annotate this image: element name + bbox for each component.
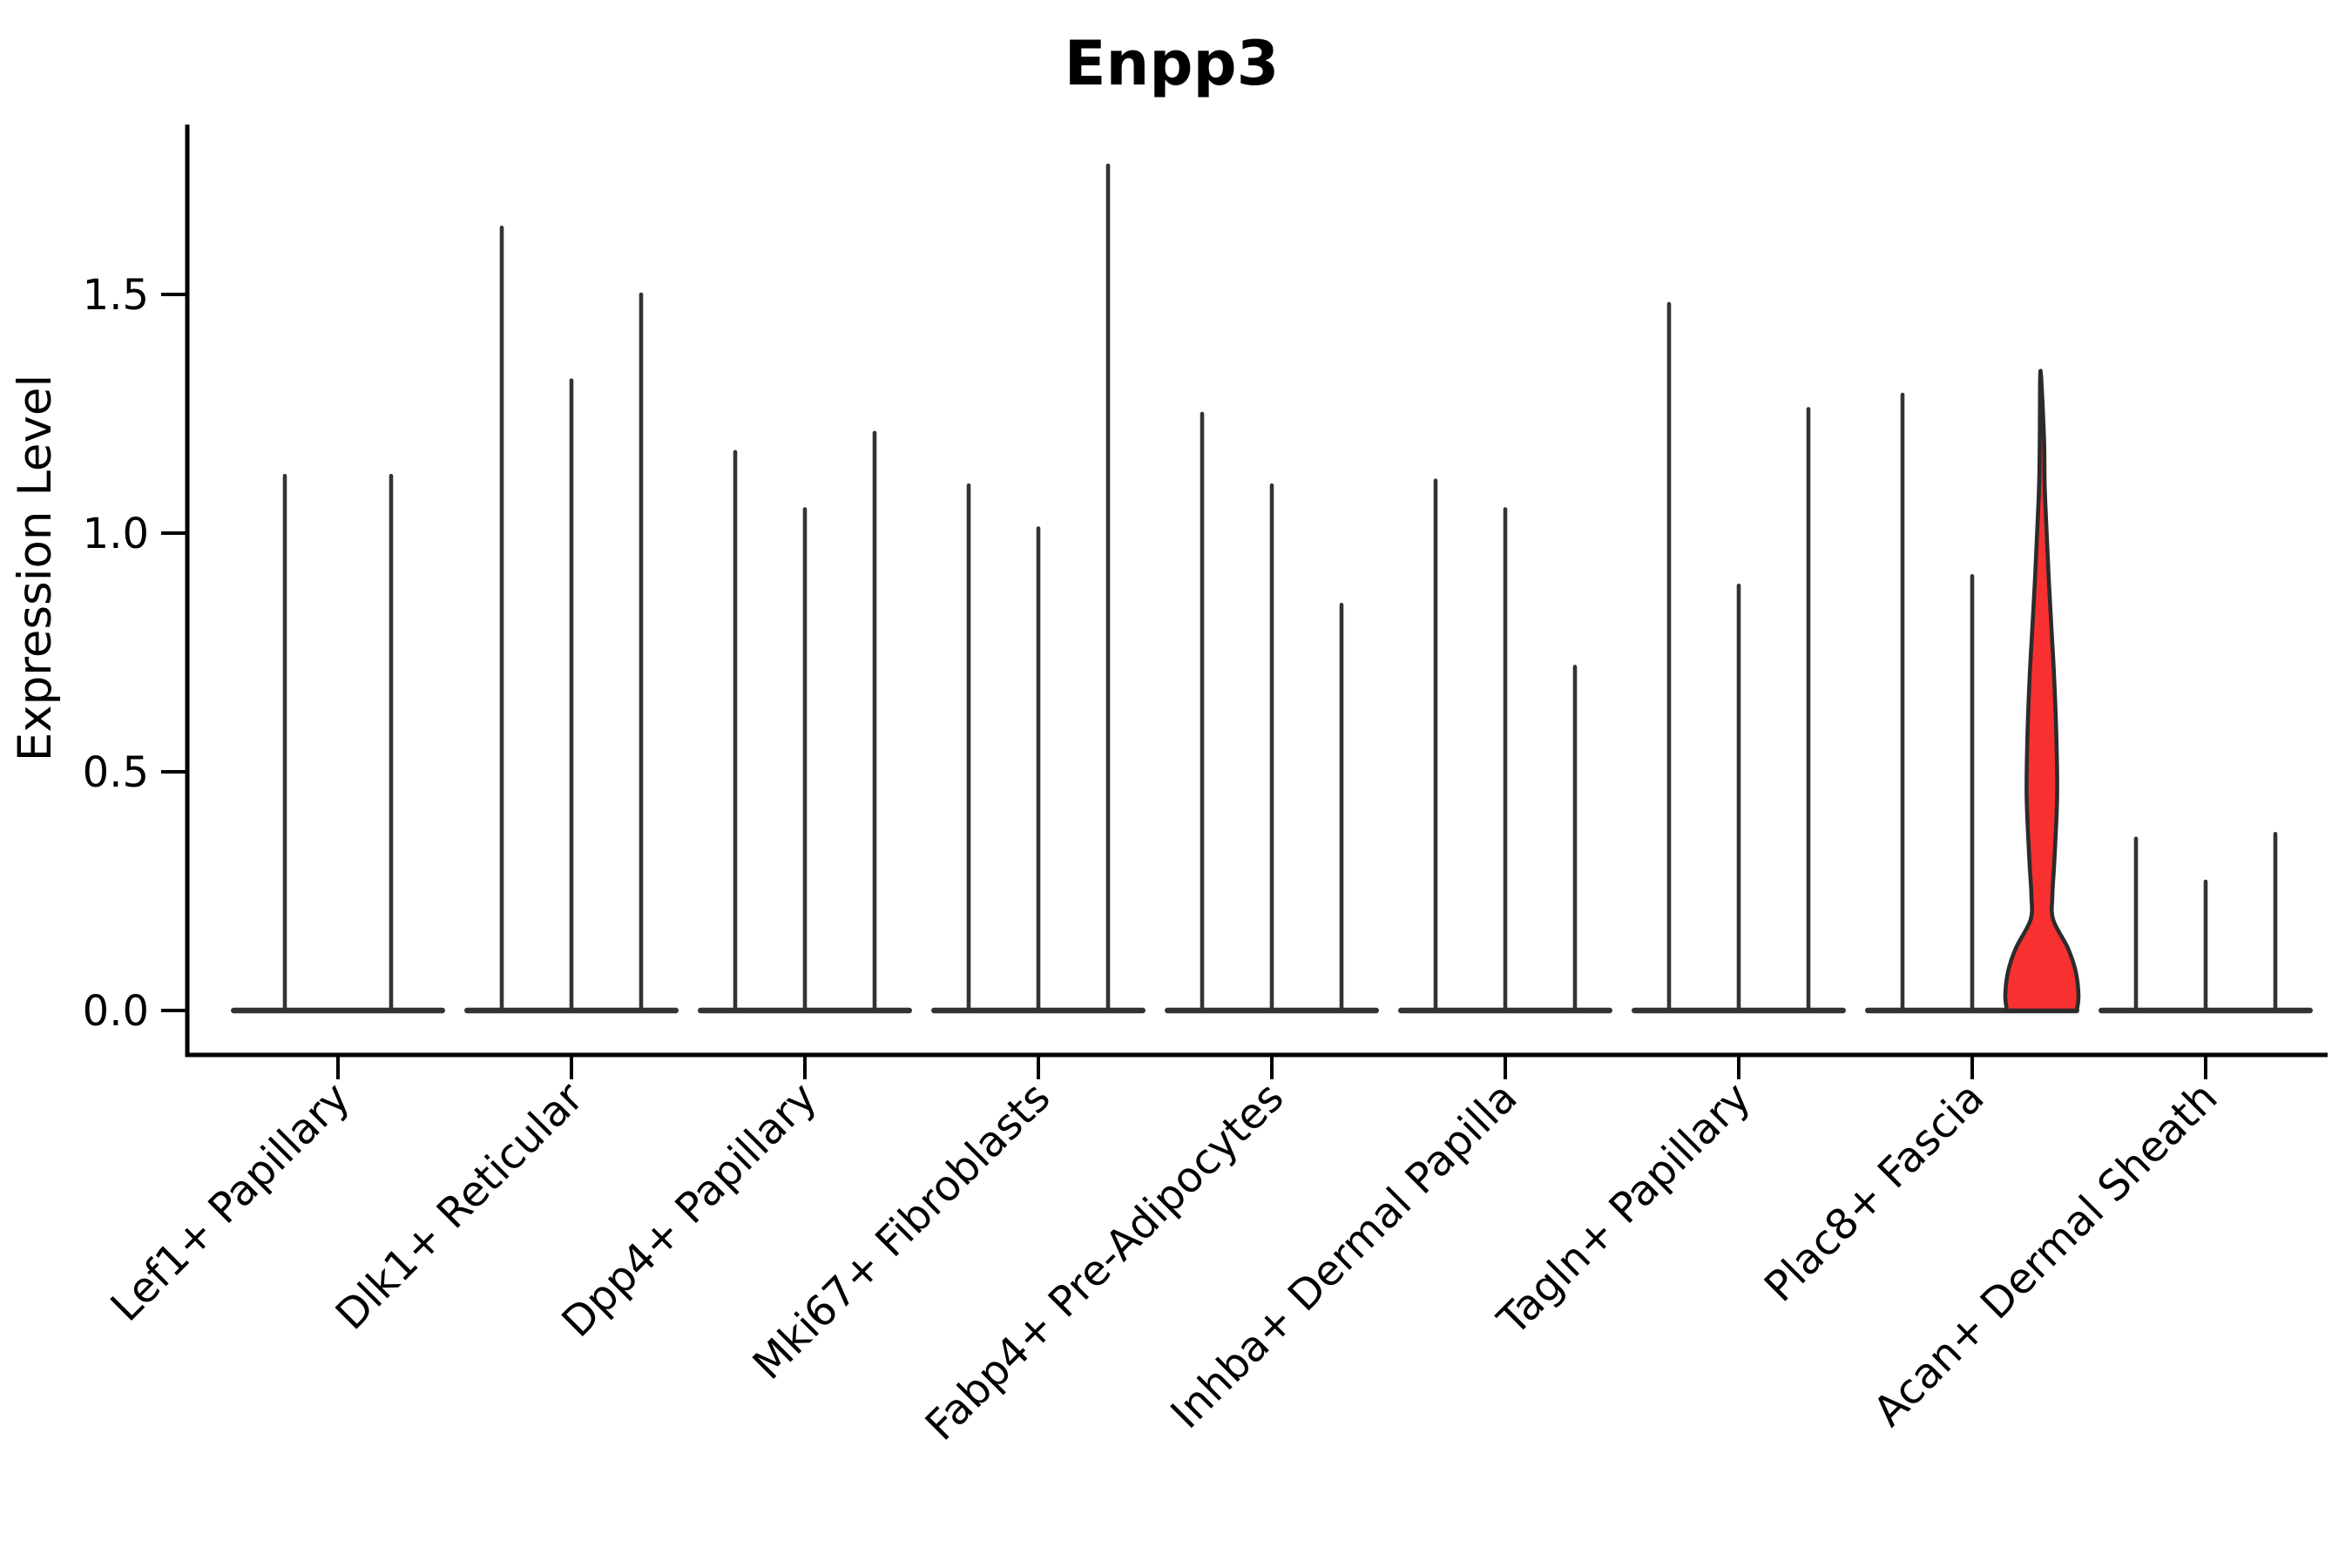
x-tick-label: Dlk1+ Reticular xyxy=(327,1073,593,1340)
y-tick-label: 0.0 xyxy=(83,987,149,1036)
x-tick-label: Lef1+ Papillary xyxy=(102,1073,360,1331)
violin-baseline-strip xyxy=(231,1007,445,1014)
y-tick-label: 1.0 xyxy=(83,510,149,558)
y-tick-label: 0.5 xyxy=(83,748,149,797)
x-tick-label: Tagln+ Papillary xyxy=(1488,1073,1760,1345)
x-tick-label: Dpp4+ Papillary xyxy=(552,1073,826,1347)
highlighted-violin xyxy=(2003,368,2081,1013)
y-axis-label: Expression Level xyxy=(9,375,62,761)
y-tick-label: 1.5 xyxy=(83,271,149,320)
x-tick-label: Plac8+ Fascia xyxy=(1755,1073,1994,1312)
chart-title: Enpp3 xyxy=(1064,28,1280,99)
